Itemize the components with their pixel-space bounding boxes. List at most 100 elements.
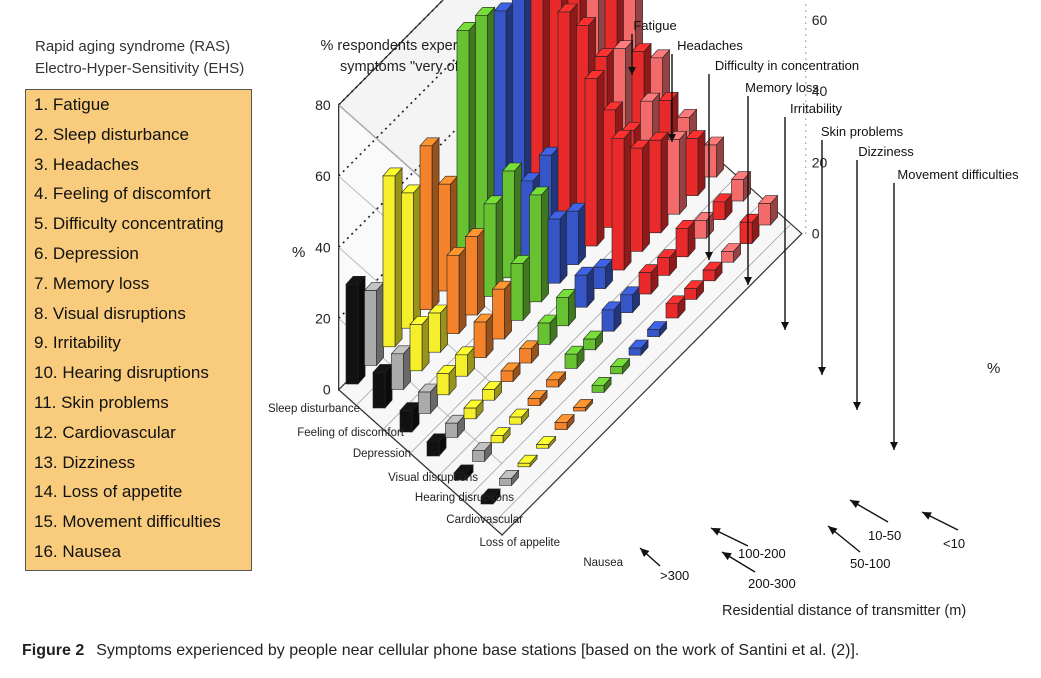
top-label: Difficulty in concentration [715, 58, 859, 73]
bar [364, 290, 377, 366]
bar [502, 170, 515, 279]
bar [566, 210, 579, 265]
bar [610, 366, 623, 375]
arrowhead [668, 134, 676, 142]
bar-side [578, 202, 586, 266]
bar [628, 347, 642, 356]
bar-side [559, 210, 568, 284]
legend-item: 7. Memory loss [34, 273, 150, 293]
bar [472, 450, 485, 462]
bar-side [458, 246, 467, 335]
bar-side [596, 69, 605, 247]
arrowhead [722, 552, 732, 561]
bar-side [623, 129, 632, 271]
top-label: Fatigue [633, 18, 676, 33]
bar-side [376, 281, 384, 367]
distance-label: 50-100 [850, 556, 890, 571]
row-label: Loss of appelite [479, 537, 560, 549]
bar [428, 312, 441, 353]
bar [499, 477, 512, 486]
bar-side [477, 227, 485, 316]
bar [647, 329, 660, 337]
legend-item: 6. Depression [34, 244, 139, 263]
top-label: Skin problems [821, 124, 904, 139]
bar [554, 422, 568, 430]
arrowhead [828, 526, 838, 535]
figure-caption: Figure 2 Symptoms experienced by people n… [22, 642, 859, 660]
arrowhead [781, 322, 789, 330]
bar [591, 384, 605, 393]
bar [480, 496, 494, 505]
bar-side [569, 3, 578, 223]
bar [517, 462, 531, 468]
top-label: Irritability [790, 101, 843, 116]
legend-item: 12. Cardiovascular [34, 422, 176, 442]
top-label: Movement difficulties [897, 167, 1019, 182]
bar [455, 354, 468, 377]
bar [463, 407, 477, 420]
bar [574, 274, 588, 308]
legend-item: 11. Skin problems [34, 393, 169, 412]
bar-side [413, 184, 421, 329]
legend-item: 4. Feeling of discomfort [34, 184, 211, 204]
bar [537, 322, 551, 345]
arrowhead [711, 528, 721, 536]
bar-side [660, 131, 669, 234]
bar-side [522, 254, 531, 322]
bar [564, 353, 578, 369]
arrowhead [853, 402, 861, 410]
bar [573, 407, 586, 412]
y-tick-right: 60 [812, 12, 828, 28]
bar [702, 269, 716, 282]
bar [739, 221, 753, 244]
bar [584, 78, 598, 247]
bar [593, 266, 606, 289]
bar [758, 203, 771, 226]
bar-side [421, 315, 430, 372]
caption-label: Figure 2 [22, 642, 85, 659]
legend-item: 3. Headaches [34, 154, 139, 174]
bar [401, 192, 414, 329]
y-tick-right: 40 [812, 83, 828, 99]
row-label: Sleep disturbance [268, 403, 360, 415]
legend-item: 14. Loss of appetite [34, 482, 183, 502]
legend-item: 16. Nausea [34, 542, 121, 561]
legend-item: 10. Hearing disruptions [34, 363, 209, 383]
bar [665, 303, 679, 319]
bar [704, 144, 717, 178]
bar [446, 254, 460, 334]
row-label: Feeling of discomfort [297, 427, 405, 439]
row-label: Hearing disruptions [415, 492, 514, 504]
arrowhead [628, 67, 636, 75]
top-label: Headaches [677, 38, 743, 53]
bar [519, 348, 532, 364]
y-tick-left: 80 [315, 97, 331, 113]
caption-text: Symptoms experienced by people near cell… [96, 642, 860, 659]
bar-chart-3d: 020406080020406080%%% respondents experi… [268, 0, 1019, 619]
row-label: Depression [353, 448, 411, 460]
bar [382, 175, 396, 348]
bar [611, 137, 625, 271]
legend-item: 13. Dizziness [34, 452, 136, 472]
bar [657, 257, 670, 276]
arrowhead [744, 277, 752, 285]
bar [547, 218, 561, 284]
row-label: Cardiovascular [446, 514, 523, 526]
bar-side [357, 275, 366, 385]
distance-label: 100-200 [738, 546, 786, 561]
bar [630, 147, 643, 252]
bar-side [697, 129, 706, 197]
bar [490, 435, 504, 444]
bar [426, 441, 440, 457]
arrowhead [640, 548, 650, 557]
y-tick-right: 20 [812, 154, 828, 170]
y-axis-label-left: % [292, 244, 305, 261]
bar [399, 410, 413, 433]
header-line-2: Electro-Hyper-Sensitivity (EHS) [35, 60, 245, 77]
bar [372, 372, 386, 409]
bar [436, 373, 450, 396]
row-label: Visual disruptions [388, 472, 478, 484]
legend-item: 2. Sleep disturbance [34, 124, 189, 144]
bar [465, 236, 478, 316]
bar [536, 444, 549, 449]
